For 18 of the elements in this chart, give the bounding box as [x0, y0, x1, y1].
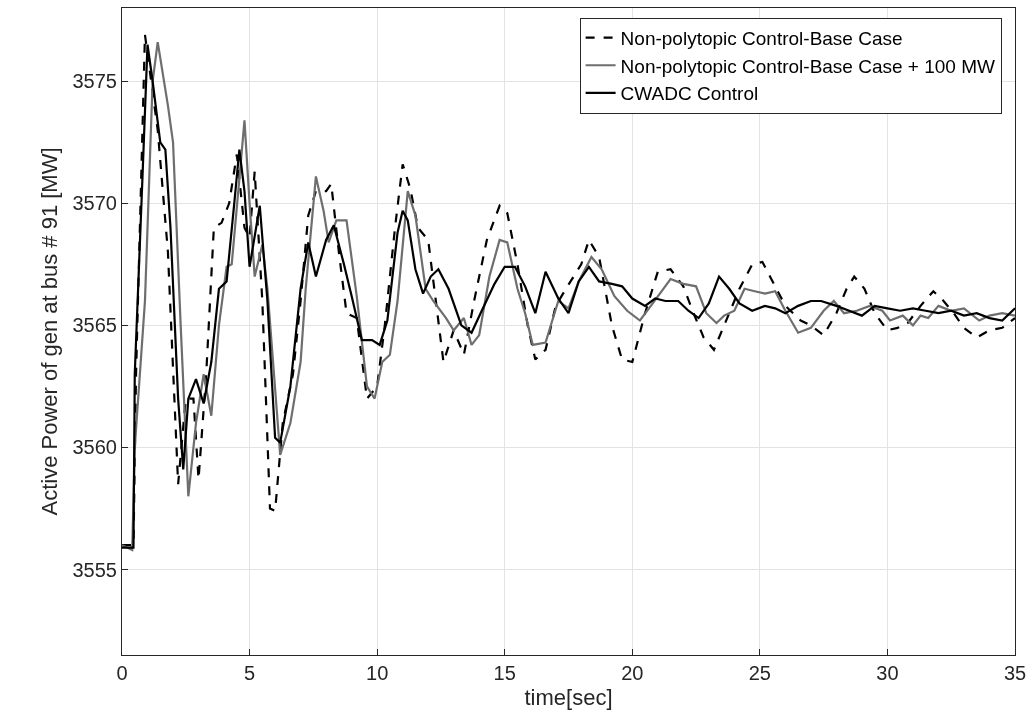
legend-label: Non-polytopic Control-Base Case + 100 MW: [620, 55, 996, 77]
y-tick-label: 3565: [72, 314, 117, 337]
x-tick-label: 15: [493, 662, 516, 684]
x-tick-label: 25: [748, 662, 771, 684]
x-tick-label: 35: [1003, 662, 1027, 684]
y-tick-label: 3575: [72, 70, 117, 93]
y-tick-label: 3560: [72, 436, 117, 459]
legend-label: CWADC Control: [620, 83, 759, 105]
x-tick-label: 20: [621, 662, 644, 684]
y-tick-label: 3555: [72, 558, 117, 581]
x-axis-title: time[sec]: [524, 684, 613, 710]
x-tick-label: 0: [116, 662, 128, 684]
x-tick-label: 30: [876, 662, 899, 684]
x-tick-label: 5: [244, 662, 256, 684]
x-tick-label: 10: [366, 662, 389, 684]
y-tick-label: 3570: [72, 192, 117, 215]
legend-label: Non-polytopic Control-Base Case: [620, 27, 903, 49]
y-axis-title: Active Power of gen at bus # 91 [MW]: [37, 147, 63, 516]
